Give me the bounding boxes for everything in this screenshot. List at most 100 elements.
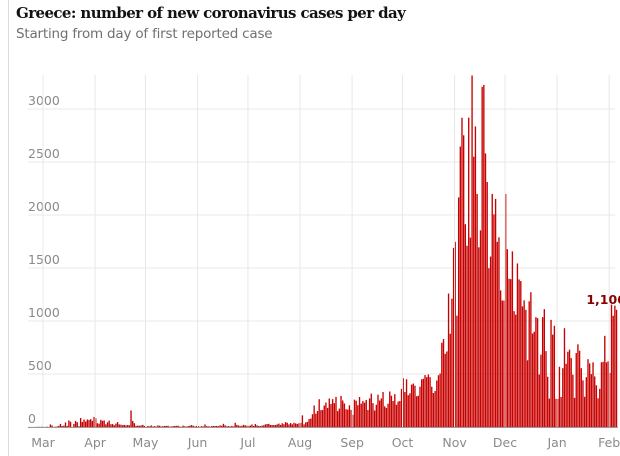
bar	[58, 425, 60, 427]
bar	[132, 420, 134, 427]
bar	[295, 423, 297, 427]
bar	[106, 422, 109, 427]
bar	[153, 426, 156, 427]
bar	[505, 194, 507, 427]
bar	[261, 425, 263, 427]
bar	[182, 425, 184, 427]
bar	[127, 425, 129, 427]
bar	[370, 393, 372, 427]
bar	[486, 182, 488, 427]
bar	[585, 377, 587, 427]
bar	[316, 410, 319, 427]
bar	[237, 425, 240, 427]
bar	[95, 418, 97, 427]
bar	[207, 426, 209, 427]
bar	[162, 426, 164, 427]
bar	[224, 425, 226, 427]
bar	[377, 394, 379, 427]
bar	[419, 386, 421, 427]
bar	[130, 410, 132, 427]
bar	[426, 377, 428, 427]
bar	[268, 423, 270, 427]
bar	[204, 424, 206, 427]
bar	[328, 398, 330, 427]
bar	[305, 422, 307, 427]
bar	[219, 425, 221, 427]
bar	[172, 426, 174, 427]
bar	[49, 424, 52, 427]
y-tick-label: 2000	[28, 199, 60, 214]
bar	[350, 409, 352, 427]
bar	[360, 403, 362, 427]
bar	[190, 425, 193, 427]
bar	[247, 425, 250, 427]
bar	[216, 425, 218, 427]
bar	[59, 423, 62, 427]
bar	[555, 398, 557, 427]
bar	[152, 426, 154, 427]
bar	[385, 407, 388, 427]
bar	[543, 309, 545, 427]
bar	[355, 400, 357, 427]
bar	[343, 403, 346, 427]
y-tick-label: 3000	[28, 93, 60, 108]
bar	[615, 309, 618, 427]
bar	[597, 398, 599, 427]
bar	[592, 362, 594, 427]
bar	[357, 405, 359, 427]
bar	[121, 425, 124, 427]
x-tick-label: Feb	[598, 435, 620, 450]
bar	[289, 422, 292, 427]
bar	[610, 304, 613, 427]
bar	[74, 420, 77, 427]
bar	[503, 300, 505, 427]
bar	[236, 424, 238, 427]
bar	[111, 424, 114, 427]
bar	[234, 422, 236, 427]
bar	[437, 375, 440, 427]
bar	[604, 335, 606, 427]
x-tick-label: May	[133, 435, 159, 450]
bar	[150, 425, 152, 427]
bar	[158, 425, 161, 427]
bar	[192, 425, 194, 427]
bar	[202, 426, 204, 427]
bar	[189, 425, 191, 427]
bar	[320, 410, 322, 427]
bar	[494, 198, 497, 427]
bar	[318, 399, 320, 427]
bar	[463, 135, 465, 427]
bar	[101, 420, 104, 427]
y-tick-label: 1500	[28, 252, 60, 267]
bar	[256, 425, 258, 427]
x-tick-label: Jun	[187, 435, 208, 450]
bar	[580, 368, 582, 427]
bar	[417, 395, 419, 427]
bar	[493, 214, 495, 427]
bar	[594, 376, 596, 427]
bar	[331, 399, 334, 427]
bar	[195, 425, 198, 427]
bar	[476, 194, 478, 427]
bar	[399, 401, 401, 427]
bar	[578, 350, 581, 427]
bar	[595, 385, 598, 427]
bar	[100, 419, 102, 427]
bar	[473, 156, 475, 427]
bar	[489, 256, 492, 427]
bar	[76, 422, 78, 427]
bar	[108, 420, 110, 427]
bar	[88, 419, 90, 427]
bar	[379, 400, 381, 427]
bar	[415, 396, 418, 427]
bar	[85, 421, 87, 427]
bar	[209, 426, 211, 427]
bar	[536, 318, 539, 427]
bar	[73, 423, 75, 427]
bar	[321, 410, 324, 427]
bar	[367, 410, 369, 427]
bar	[214, 425, 216, 427]
bar	[335, 396, 337, 427]
bar	[394, 394, 396, 427]
bar	[251, 424, 253, 427]
